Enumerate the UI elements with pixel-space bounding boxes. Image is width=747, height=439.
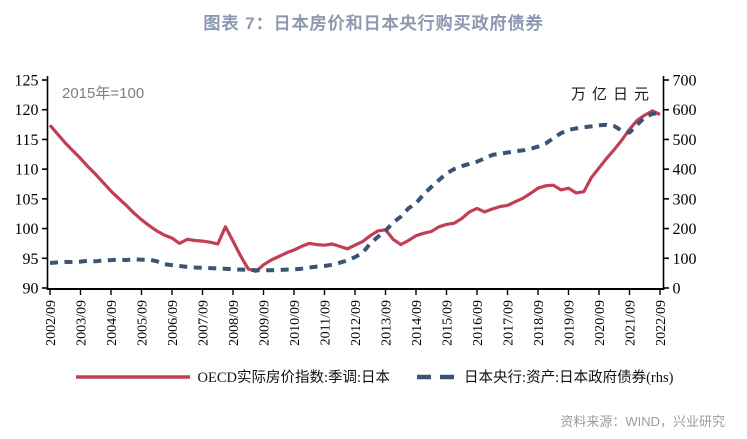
- x-axis-tick-label: 2003/09: [75, 300, 90, 346]
- chart-title: 图表 7：日本房价和日本央行购买政府债券: [203, 14, 544, 33]
- y-axis-left-tick-label: 115: [15, 132, 38, 149]
- x-axis-tick-label: 2020/09: [593, 300, 608, 346]
- legend-label-boj-jgb: 日本央行:资产:日本政府债券(rhs): [464, 370, 674, 386]
- x-axis-tick-label: 2012/09: [349, 300, 364, 346]
- y-axis-left-tick-label: 90: [23, 281, 39, 298]
- x-axis-tick-label: 2009/09: [258, 300, 273, 346]
- x-axis-tick-label: 2017/09: [502, 300, 517, 346]
- chart-generated-layer: 90 95 100 105 110 115 120 125 0 100 200 300 400 500 60…: [15, 73, 697, 346]
- legend-swatch-solid-red-line: [75, 374, 190, 379]
- x-axis-tick-label: 2013/09: [380, 300, 395, 346]
- source-note: 资料来源：WIND，兴业研究: [560, 414, 725, 429]
- y-axis-right-tick-label: 400: [673, 162, 697, 179]
- legend-label-housing-index: OECD实际房价指数:季调:日本: [197, 370, 391, 386]
- y-axis-left-tick-label: 125: [15, 73, 39, 90]
- y-axis-right-tick-label: 700: [673, 73, 697, 90]
- x-axis-tick-label: 2015/09: [441, 300, 456, 346]
- y-axis-left-tick-label: 120: [15, 102, 39, 119]
- y-axis-right-tick-label: 300: [673, 191, 697, 208]
- y-axis-right-tick-label: 200: [673, 221, 697, 238]
- y-axis-right-tick-label: 100: [673, 251, 697, 268]
- x-axis-tick-label: 2016/09: [471, 300, 486, 346]
- x-axis-tick-label: 2002/09: [44, 300, 59, 346]
- x-axis-tick-label: 2008/09: [227, 300, 242, 346]
- x-axis-tick-label: 2022/09: [654, 300, 669, 346]
- y-axis-left-tick-label: 100: [15, 221, 39, 238]
- y-axis-left-tick-label: 95: [23, 251, 39, 268]
- legend-item-boj-jgb: 日本央行:资产:日本政府债券(rhs): [416, 366, 673, 387]
- x-axis-tick-label: 2005/09: [136, 300, 151, 346]
- y-axis-left-tick-label: 105: [15, 191, 39, 208]
- right-axis-unit-note: 万亿日元: [571, 86, 655, 103]
- y-axis-right-tick-label: 600: [673, 102, 697, 119]
- x-axis-tick-label: 2004/09: [105, 300, 120, 346]
- boj-jgb-assets-line: [49, 110, 661, 273]
- legend-swatch-dashed-blue-line: [417, 374, 459, 379]
- housing-price-index-line: [48, 109, 661, 273]
- x-axis-tick-label: 2006/09: [166, 300, 181, 346]
- left-axis-unit-note: 2015年=100: [62, 85, 144, 102]
- x-axis-tick-label: 2014/09: [410, 300, 425, 346]
- x-axis-tick-label: 2021/09: [624, 300, 639, 346]
- x-axis-tick-label: 2010/09: [288, 300, 303, 346]
- legend-item-housing-index: OECD实际房价指数:季调:日本: [74, 366, 391, 387]
- chart-legend: OECD实际房价指数:季调:日本 日本央行:资产:日本政府债券(rhs): [0, 366, 747, 387]
- y-axis-left-tick-label: 110: [15, 162, 38, 179]
- x-axis-tick-label: 2018/09: [532, 300, 547, 346]
- y-axis-right-tick-label: 0: [673, 281, 681, 298]
- x-axis-tick-label: 2019/09: [563, 300, 578, 346]
- y-axis-right-tick-label: 500: [673, 132, 697, 149]
- x-axis-tick-label: 2007/09: [197, 300, 212, 346]
- x-axis-tick-label: 2011/09: [319, 300, 334, 345]
